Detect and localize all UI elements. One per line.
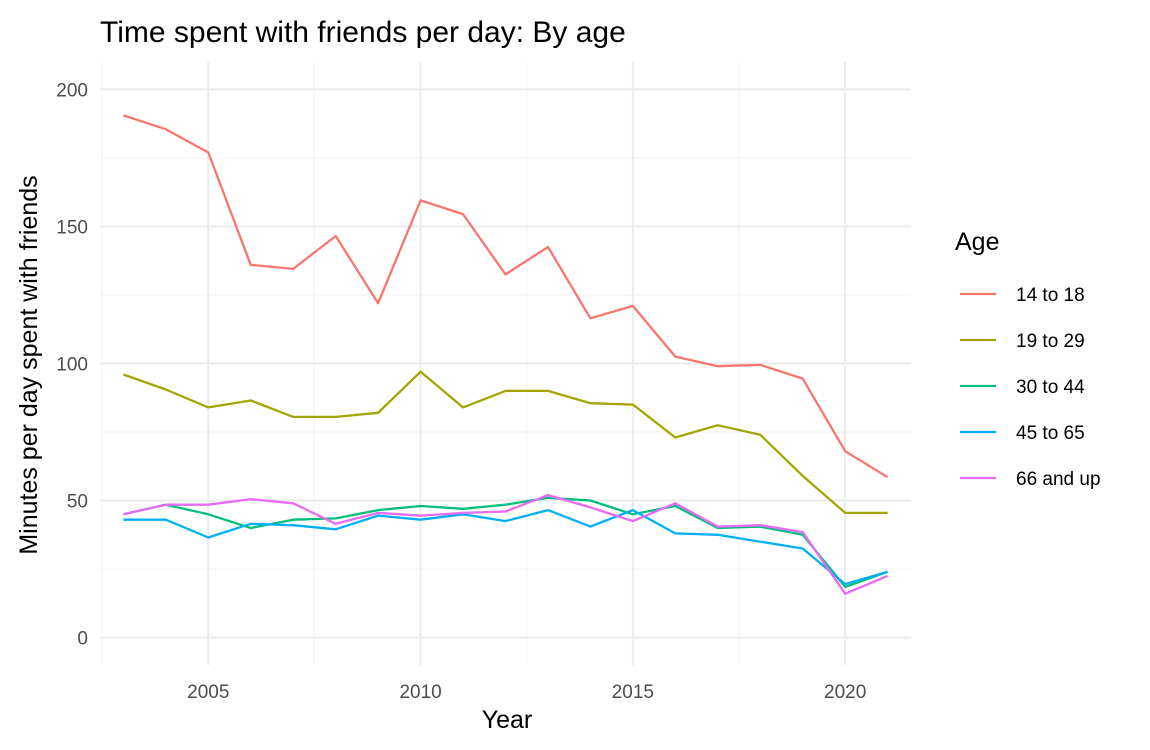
y-axis-title: Minutes per day spent with friends (15, 175, 43, 554)
legend: Age 14 to 18 19 to 29 30 to 44 45 to 65 66 a… (955, 228, 1101, 490)
series-line-19-to-29 (123, 370, 888, 515)
series-line-45-to-65 (123, 508, 888, 586)
y-tick-label: 150 (56, 217, 88, 238)
x-axis-ticks: 2005 2010 2015 2020 (187, 682, 866, 703)
series-line-30-to-44 (123, 496, 888, 589)
legend-label: 19 to 29 (1016, 331, 1085, 352)
legend-label: 30 to 44 (1016, 377, 1085, 398)
legend-label: 66 and up (1016, 469, 1101, 490)
y-axis-ticks: 0 50 100 150 200 (56, 80, 88, 649)
x-tick-label: 2015 (612, 682, 654, 703)
x-axis-title: Year (482, 706, 533, 734)
series-line-66-and-up (123, 493, 889, 595)
grid-lines (100, 62, 911, 665)
x-tick-label: 2005 (187, 682, 229, 703)
y-tick-label: 100 (56, 355, 88, 376)
x-tick-label: 2010 (399, 682, 441, 703)
series-line-14-to-18 (123, 114, 889, 479)
legend-title: Age (955, 228, 999, 256)
y-tick-label: 0 (77, 629, 88, 650)
chart-title: Time spent with friends per day: By age (100, 16, 626, 49)
legend-label: 45 to 65 (1016, 423, 1085, 444)
y-tick-label: 50 (67, 492, 88, 513)
series-lines (123, 114, 889, 595)
y-tick-label: 200 (56, 80, 88, 101)
x-tick-label: 2020 (824, 682, 866, 703)
legend-label: 14 to 18 (1016, 285, 1085, 306)
